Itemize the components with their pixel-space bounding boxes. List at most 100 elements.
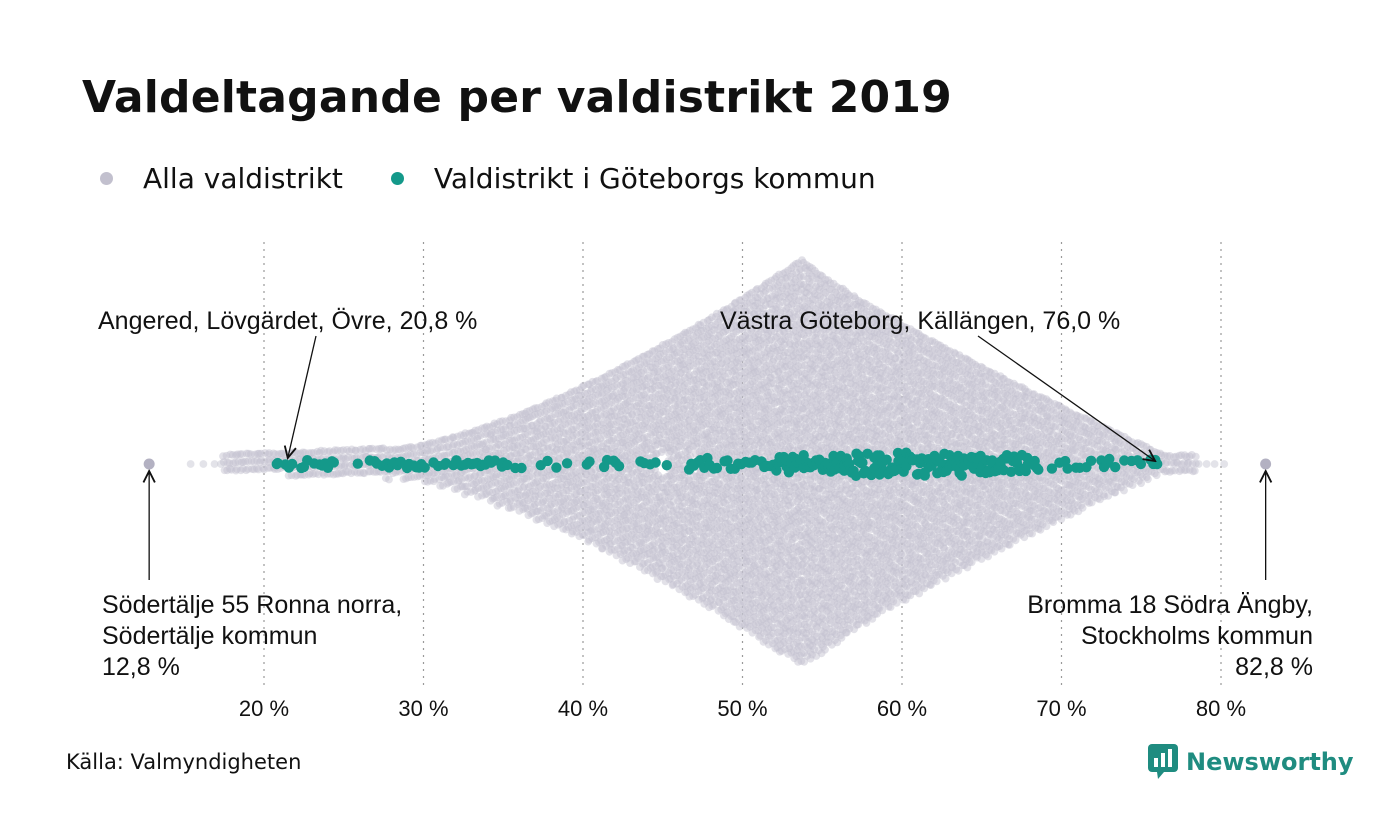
district-dot [331,446,339,455]
district-dot [536,447,545,456]
district-dot [506,504,515,512]
district-dot [459,446,468,455]
district-dot [257,456,266,465]
district-dot [505,444,514,452]
district-dot [467,429,476,437]
district-dot [558,393,566,402]
district-dot [580,501,588,510]
district-dot [472,478,481,487]
district-dot [553,484,562,493]
district-dot [584,411,593,420]
district-dot [557,474,565,483]
district-dot [561,444,570,452]
district-dot [515,485,523,494]
district-dot [264,450,273,459]
district-dot [239,464,247,473]
legend-item-goteborg: Valdistrikt i Göteborgs kommun [390,162,876,195]
district-dot [233,465,241,473]
district-dot [570,521,578,530]
district-dot [409,450,418,459]
district-dot [242,466,251,475]
district-dot [559,489,568,497]
district-dot [233,450,242,459]
district-dot [570,490,579,499]
district-dot [494,440,503,449]
district-dot [474,492,482,501]
district-dot [560,415,568,424]
district-dot [514,454,523,463]
district-dot [540,512,549,520]
district-dot [570,482,579,491]
district-dot [490,419,499,428]
district-dot [497,432,506,441]
district-dot [345,461,354,470]
district-dot [372,468,381,476]
district-dot [512,426,521,435]
district-dot [516,477,525,486]
district-dot [457,482,465,491]
district-dot [234,457,243,466]
district-dot [541,422,550,431]
district-dot [572,401,581,410]
district-dot [293,471,302,479]
district-dot [489,494,497,503]
district-dot [438,436,446,445]
district-dot [577,436,586,445]
district-dot [542,399,551,408]
district-dot [445,448,454,457]
district-dot [548,470,556,479]
district-dot [516,491,524,500]
district-dot [446,435,455,443]
district-dot [507,413,516,422]
district-dot [223,466,232,475]
district-dot [542,511,550,520]
district-dot [569,469,578,478]
district-dot [500,447,508,455]
district-dot [582,477,591,486]
district-dot [329,470,338,479]
district-dot [356,445,365,454]
district-dot [548,443,557,451]
district-dot [226,465,234,473]
district-dot [570,512,578,521]
district-dot [535,484,543,492]
district-dot [580,516,589,525]
district-dot [548,419,557,428]
district-dot [544,443,553,451]
district-dot [508,443,517,451]
district-dot [460,490,469,499]
district-dot [568,433,577,442]
district-dot [232,451,240,460]
district-dot [309,470,317,478]
district-dot [517,448,526,456]
district-dot [486,430,495,439]
district-dot [510,436,518,445]
district-dot [518,410,527,418]
district-dot [223,458,232,467]
district-dot [381,474,390,482]
district-dot [579,413,587,422]
district-dot [554,506,562,514]
district-dot [482,482,491,491]
district-dot [546,421,555,429]
district-dot [542,429,550,438]
district-dot [558,510,567,519]
district-dot [543,467,552,475]
district-dot [555,453,564,462]
district-dot [436,482,445,490]
district-dot [564,523,573,531]
district-dot [551,410,560,419]
district-dot [244,457,253,466]
district-dot [260,457,269,466]
district-dot [476,431,485,440]
district-dot [449,433,458,442]
district-dot [521,415,530,424]
district-dot [584,441,592,450]
district-dot [461,473,470,482]
district-dot [236,450,245,459]
district-dot [497,478,505,486]
district-dot [513,471,522,480]
district-dot [496,471,505,479]
district-dot [463,482,471,491]
district-dot [470,435,478,444]
